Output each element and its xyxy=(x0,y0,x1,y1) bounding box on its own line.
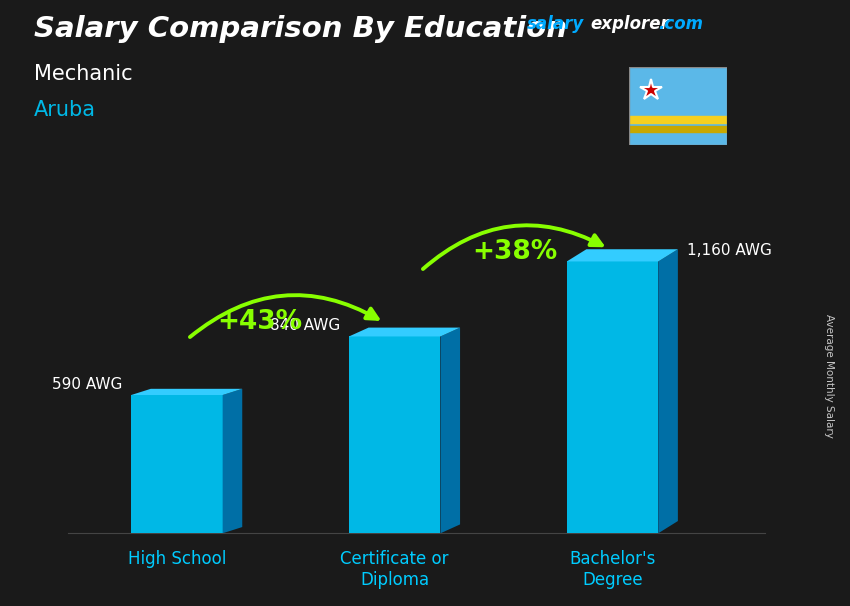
Text: Salary Comparison By Education: Salary Comparison By Education xyxy=(34,15,567,43)
Text: Aruba: Aruba xyxy=(34,100,96,120)
Bar xyxy=(629,126,727,132)
Bar xyxy=(629,116,727,124)
Text: Average Monthly Salary: Average Monthly Salary xyxy=(824,314,834,438)
Text: salary: salary xyxy=(527,15,584,33)
FancyBboxPatch shape xyxy=(349,336,440,533)
FancyBboxPatch shape xyxy=(567,261,658,533)
Polygon shape xyxy=(349,328,460,336)
Polygon shape xyxy=(567,249,677,261)
Text: 590 AWG: 590 AWG xyxy=(52,376,122,391)
Text: +38%: +38% xyxy=(472,239,557,265)
Polygon shape xyxy=(658,249,677,533)
Text: 1,160 AWG: 1,160 AWG xyxy=(687,243,772,258)
Text: +43%: +43% xyxy=(217,310,303,335)
Polygon shape xyxy=(440,328,460,533)
Text: 840 AWG: 840 AWG xyxy=(270,318,340,333)
FancyBboxPatch shape xyxy=(131,395,223,533)
Text: explorer: explorer xyxy=(590,15,669,33)
Polygon shape xyxy=(131,389,242,395)
Polygon shape xyxy=(223,389,242,533)
Text: Mechanic: Mechanic xyxy=(34,64,133,84)
Text: .com: .com xyxy=(658,15,703,33)
